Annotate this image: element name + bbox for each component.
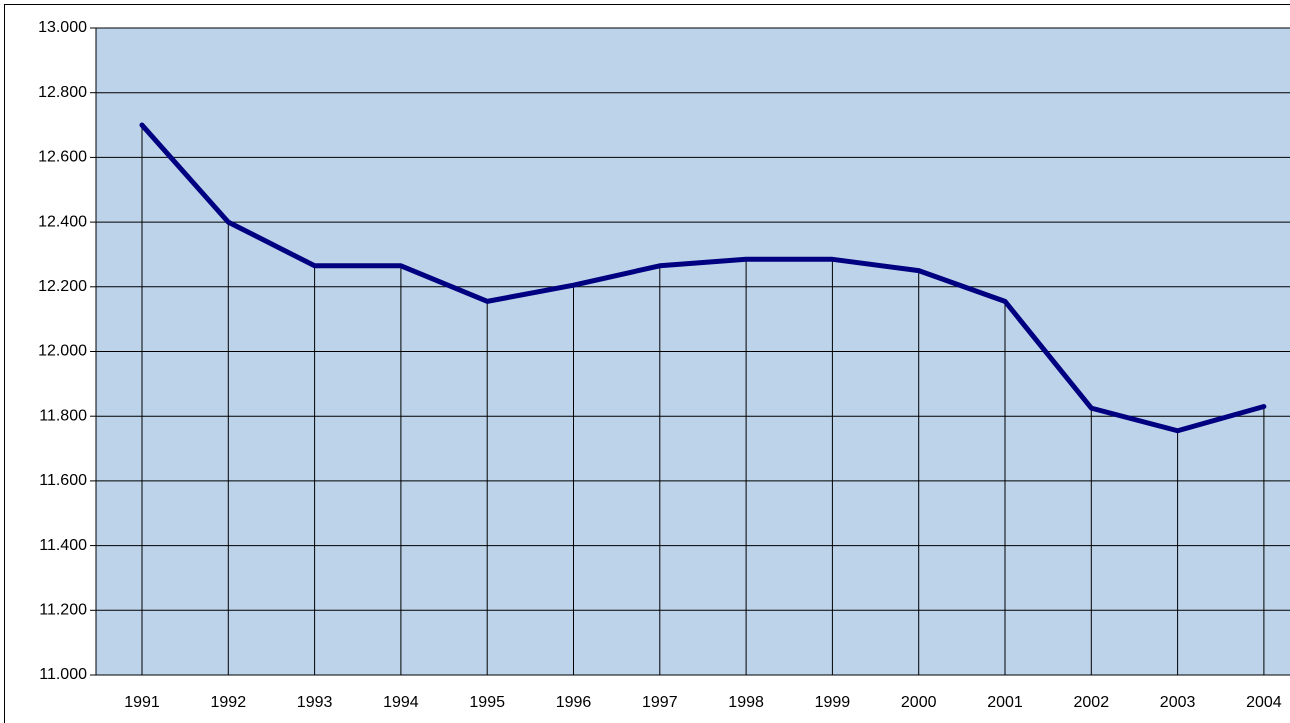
x-tick-label: 1998 [728,694,764,711]
x-tick-label: 1993 [297,694,333,711]
x-tick-label: 1992 [211,694,247,711]
x-tick-label: 2004 [1246,694,1282,711]
x-tick-label: 2002 [1074,694,1110,711]
y-tick-label: 11.000 [39,666,87,683]
y-tick-label: 12.000 [38,343,87,360]
x-tick-label: 1996 [556,694,592,711]
x-tick-label: 2000 [901,694,937,711]
y-tick-label: 11.200 [39,602,87,619]
x-tick-label: 1994 [383,694,419,711]
y-tick-label: 12.800 [38,84,87,101]
y-tick-label: 12.400 [38,213,87,230]
x-tick-label: 1991 [124,694,160,711]
y-tick-label: 11.400 [39,537,87,554]
y-tick-label: 13.000 [38,19,87,36]
y-tick-label: 11.800 [39,407,87,424]
data-line [139,122,1267,434]
x-tick-label: 2003 [1160,694,1196,711]
x-tick-label: 1995 [469,694,505,711]
x-tick-label: 1997 [642,694,678,711]
x-tick-label: 1999 [815,694,851,711]
x-tick-label: 2001 [987,694,1023,711]
y-tick-label: 12.600 [38,149,87,166]
y-tick-label: 12.200 [38,278,87,295]
y-tick-label: 11.600 [39,472,87,489]
